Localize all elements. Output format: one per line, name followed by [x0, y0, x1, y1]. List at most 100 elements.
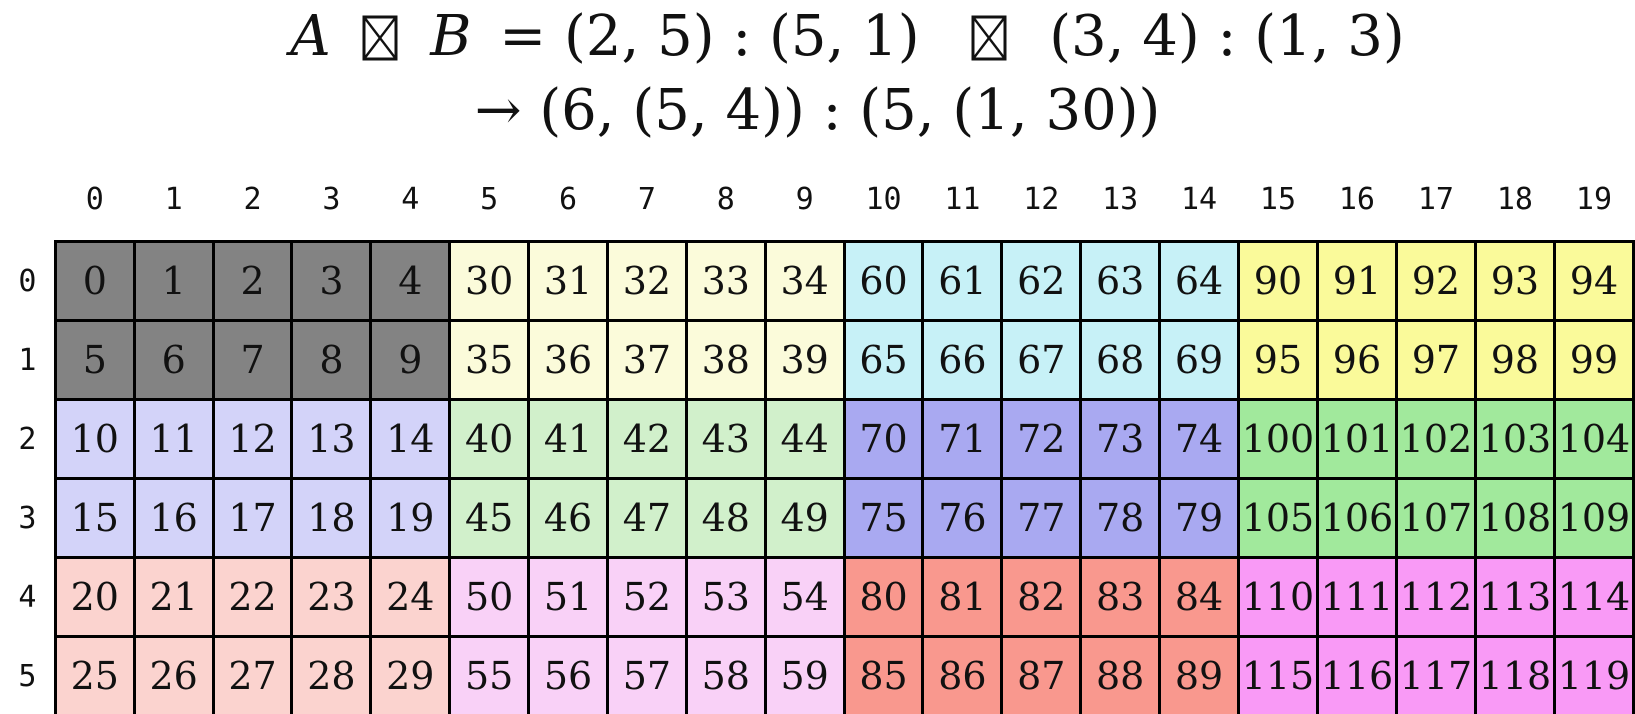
grid-cell: 42	[605, 398, 688, 480]
grid-cell: 105	[1236, 477, 1319, 559]
column-header: 2	[213, 164, 292, 242]
column-header: 14	[1159, 164, 1239, 242]
grid-cell: 110	[1236, 556, 1319, 638]
grid-cell: 99	[1552, 319, 1635, 401]
grid-cell: 45	[448, 477, 531, 559]
grid-cell: 113	[1473, 556, 1556, 638]
row-header: 3	[1, 478, 56, 558]
formula-line-2: → (6, (5, 4)) : (5, (1, 30))	[474, 78, 1161, 143]
formula-title: A B = (2, 5) : (5, 1) (3, 4) : (1, 3) → …	[0, 0, 1635, 148]
row-header: 1	[1, 320, 56, 400]
grid-cell: 1	[132, 240, 215, 322]
grid-cell: 56	[527, 635, 609, 714]
grid-cell: 76	[921, 477, 1004, 559]
grid-cell: 11	[132, 398, 215, 480]
grid-cell: 34	[763, 240, 846, 322]
grid-cell: 23	[290, 556, 373, 638]
grid-cell: 37	[605, 319, 688, 401]
column-header: 12	[1001, 164, 1081, 242]
grid-cell: 95	[1236, 319, 1319, 401]
grid-cell: 5	[53, 319, 136, 401]
table-row: 4 20 21 22 23 24 50 51 52 53 54 80 81 82 83 84 110 111 112…	[1, 556, 1635, 638]
grid-cell: 25	[53, 635, 136, 714]
grid-cell: 12	[211, 398, 294, 480]
column-header: 13	[1080, 164, 1160, 242]
grid-cell: 15	[53, 477, 136, 559]
boxtimes-icon	[362, 15, 398, 61]
grid-cell: 60	[842, 240, 925, 322]
grid-cell: 86	[921, 635, 1004, 714]
table-row: 0 0 1 2 3 4 30 31 32 33 34 60 61 62 63 64 90 91 92 93 94	[1, 240, 1635, 322]
grid-cell: 49	[763, 477, 846, 559]
grid-cell: 89	[1158, 635, 1240, 714]
operand-a-label: A	[290, 4, 331, 69]
grid-cell: 92	[1394, 240, 1477, 322]
grid-cell: 117	[1394, 635, 1477, 714]
grid-cell: 119	[1552, 635, 1635, 714]
grid-cell: 29	[369, 635, 452, 714]
column-header: 8	[686, 164, 766, 242]
grid-cell: 4	[369, 240, 452, 322]
column-header: 3	[291, 164, 371, 242]
grid-cell: 63	[1079, 240, 1162, 322]
grid-cell: 104	[1552, 398, 1635, 480]
grid-cell: 112	[1394, 556, 1477, 638]
grid-cell: 51	[527, 556, 609, 638]
grid-cell: 7	[211, 319, 294, 401]
grid-cell: 6	[132, 319, 215, 401]
column-header: 6	[528, 164, 608, 242]
column-header: 0	[55, 164, 135, 242]
corner-spacer	[1, 164, 56, 242]
table-row: 1 5 6 7 8 9 35 36 37 38 39 65 66 67 68 69 95 96 97 98 99	[1, 319, 1635, 401]
grid-cell: 20	[53, 556, 136, 638]
grid-cell: 59	[763, 635, 846, 714]
grid-cell: 61	[921, 240, 1004, 322]
grid-cell: 118	[1473, 635, 1556, 714]
grid-cell: 50	[448, 556, 531, 638]
grid-cell: 32	[605, 240, 688, 322]
grid-cell: 83	[1079, 556, 1162, 638]
grid-cell: 18	[290, 477, 373, 559]
table-row: 5 25 26 27 28 29 55 56 57 58 59 85 86 87 88 89 115 116 117…	[1, 635, 1635, 714]
grid-cell: 24	[369, 556, 452, 638]
grid-cell: 109	[1552, 477, 1635, 559]
rhs-shape-stride: (3, 4) : (1, 3)	[1049, 4, 1405, 69]
layout-grid: 0 1 2 3 4 5 6 7 8 9 10 11 12 13 14 15 16 17 18 19 0 0 1 2 3 4 30 31…	[1, 164, 1635, 714]
grid-cell: 30	[448, 240, 531, 322]
grid-cell: 57	[605, 635, 688, 714]
grid-cell: 88	[1079, 635, 1162, 714]
grid-cell: 116	[1315, 635, 1398, 714]
grid-cell: 96	[1315, 319, 1398, 401]
grid-cell: 21	[132, 556, 215, 638]
table-row: 3 15 16 17 18 19 45 46 47 48 49 75 76 77 78 79 105 106 107…	[1, 477, 1635, 559]
grid-cell: 100	[1236, 398, 1319, 480]
grid-cell: 72	[1000, 398, 1083, 480]
grid-cell: 41	[527, 398, 609, 480]
grid-cell: 38	[684, 319, 767, 401]
grid-cell: 98	[1473, 319, 1556, 401]
row-header: 0	[1, 241, 56, 321]
grid-cell: 33	[684, 240, 767, 322]
grid-cell: 26	[132, 635, 215, 714]
grid-cell: 31	[527, 240, 609, 322]
grid-cell: 52	[605, 556, 688, 638]
grid-cell: 70	[842, 398, 925, 480]
grid-cell: 2	[211, 240, 294, 322]
grid-cell: 91	[1315, 240, 1398, 322]
layout-table-body: 0 1 2 3 4 5 6 7 8 9 10 11 12 13 14 15 16 17 18 19 0 0 1 2 3 4 30 31…	[1, 164, 1635, 714]
boxtimes-icon	[971, 15, 1007, 61]
grid-cell: 106	[1315, 477, 1398, 559]
grid-cell: 46	[527, 477, 609, 559]
grid-cell: 114	[1552, 556, 1635, 638]
column-header: 10	[844, 164, 923, 242]
row-header: 2	[1, 399, 56, 479]
column-header: 18	[1475, 164, 1555, 242]
grid-cell: 39	[763, 319, 846, 401]
grid-cell: 77	[1000, 477, 1083, 559]
grid-cell: 19	[369, 477, 452, 559]
grid-cell: 55	[448, 635, 531, 714]
grid-cell: 90	[1236, 240, 1319, 322]
grid-cell: 14	[369, 398, 452, 480]
grid-cell: 62	[1000, 240, 1083, 322]
grid-cell: 35	[448, 319, 531, 401]
